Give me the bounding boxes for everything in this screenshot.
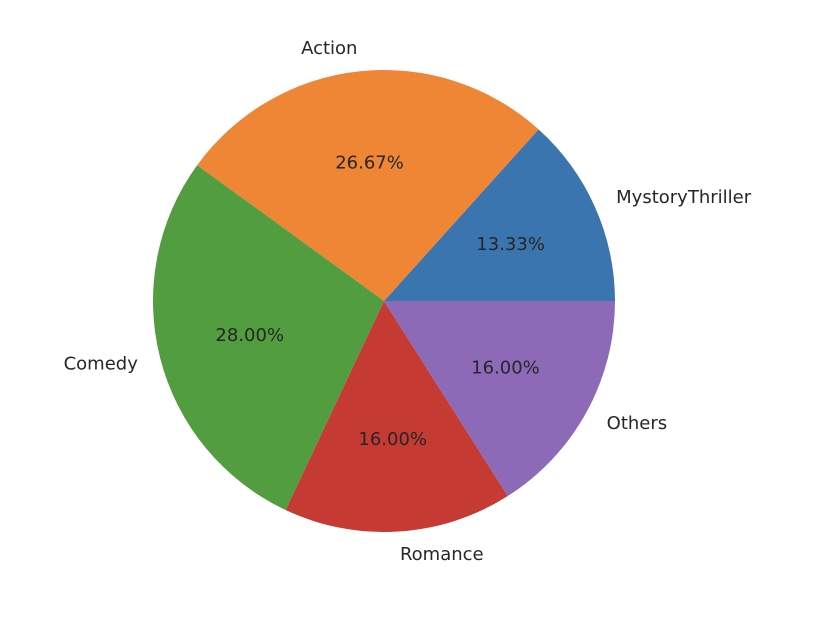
- category-label-mystorythriller: MystoryThriller: [616, 187, 752, 208]
- pie-slice-comedy: [153, 165, 384, 511]
- pie-slice-mystorythriller: [384, 129, 615, 301]
- pie-slices: [153, 70, 615, 532]
- pct-label-romance: 16.00%: [358, 429, 427, 450]
- percentage-labels: 13.33% 26.67% 28.00% 16.00% 16.00%: [215, 153, 545, 450]
- category-labels: MystoryThriller Action Comedy Romance Others: [64, 38, 752, 565]
- category-label-action: Action: [301, 38, 357, 59]
- pct-label-mystorythriller: 13.33%: [476, 234, 545, 255]
- pct-label-others: 16.00%: [471, 357, 540, 378]
- pie-slice-romance: [285, 301, 508, 532]
- pie-slice-others: [384, 301, 615, 497]
- category-label-comedy: Comedy: [64, 354, 139, 375]
- category-label-others: Others: [607, 413, 668, 434]
- pct-label-comedy: 28.00%: [215, 325, 284, 346]
- pct-label-action: 26.67%: [335, 153, 404, 174]
- category-label-romance: Romance: [400, 544, 484, 565]
- pie-slice-action: [197, 70, 539, 301]
